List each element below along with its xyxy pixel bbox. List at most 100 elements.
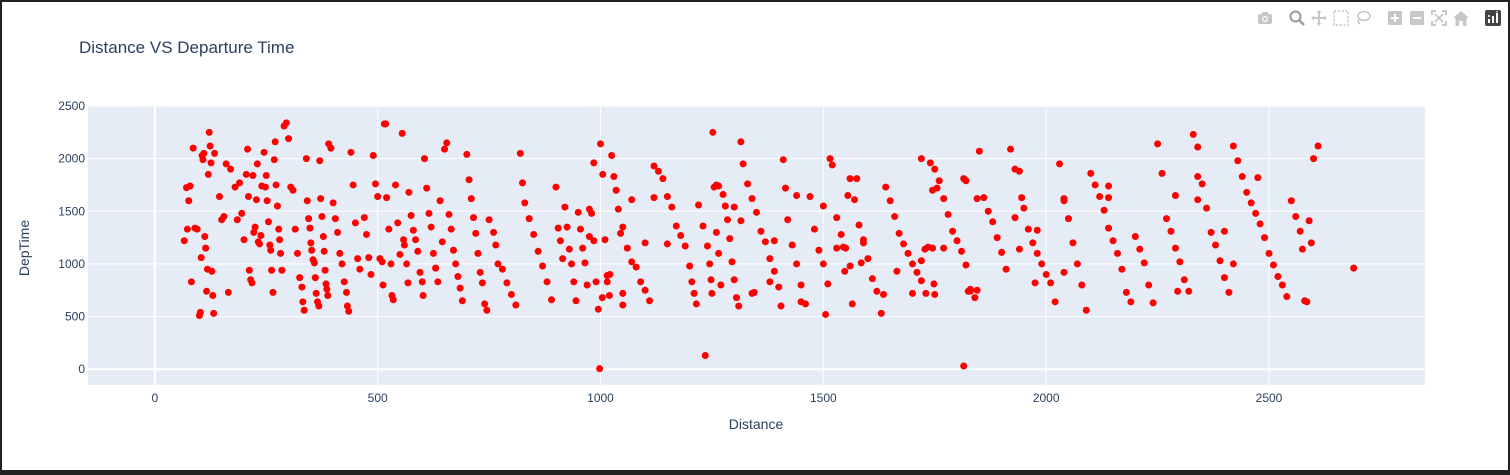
data-point[interactable]: [441, 145, 449, 153]
data-point[interactable]: [434, 278, 442, 286]
data-point[interactable]: [271, 138, 279, 146]
data-point[interactable]: [646, 297, 654, 305]
data-point[interactable]: [196, 308, 204, 316]
data-point[interactable]: [619, 301, 627, 309]
data-point[interactable]: [273, 202, 281, 210]
data-point[interactable]: [554, 224, 562, 232]
data-point[interactable]: [293, 249, 301, 257]
data-point[interactable]: [726, 235, 734, 243]
data-point[interactable]: [327, 144, 335, 152]
data-point[interactable]: [737, 217, 745, 225]
data-point[interactable]: [837, 230, 845, 238]
data-point[interactable]: [251, 223, 259, 231]
data-point[interactable]: [1158, 169, 1166, 177]
data-point[interactable]: [929, 244, 937, 252]
data-point[interactable]: [973, 195, 981, 203]
data-point[interactable]: [215, 193, 223, 201]
data-point[interactable]: [559, 255, 567, 263]
data-point[interactable]: [427, 223, 435, 231]
data-point[interactable]: [316, 157, 324, 165]
data-point[interactable]: [806, 193, 814, 201]
data-point[interactable]: [828, 161, 836, 169]
data-point[interactable]: [1060, 268, 1068, 276]
data-point[interactable]: [1078, 281, 1086, 289]
data-point[interactable]: [1194, 143, 1202, 151]
data-point[interactable]: [189, 144, 197, 152]
data-point[interactable]: [610, 173, 618, 181]
data-point[interactable]: [1216, 257, 1224, 265]
data-point[interactable]: [815, 246, 823, 254]
data-point[interactable]: [382, 120, 390, 128]
data-point[interactable]: [989, 218, 997, 226]
data-point[interactable]: [868, 275, 876, 283]
data-point[interactable]: [1252, 209, 1260, 217]
data-point[interactable]: [289, 186, 297, 194]
data-point[interactable]: [261, 183, 269, 191]
data-point[interactable]: [612, 186, 620, 194]
data-point[interactable]: [579, 244, 587, 252]
data-point[interactable]: [650, 194, 658, 202]
data-point[interactable]: [588, 209, 596, 217]
data-point[interactable]: [619, 289, 627, 297]
data-point[interactable]: [654, 167, 662, 175]
data-point[interactable]: [1234, 157, 1242, 165]
data-point[interactable]: [299, 298, 307, 306]
data-point[interactable]: [784, 216, 792, 224]
data-point[interactable]: [306, 224, 314, 232]
data-point[interactable]: [275, 225, 283, 233]
data-point[interactable]: [383, 194, 391, 202]
data-point[interactable]: [848, 300, 856, 308]
data-point[interactable]: [597, 140, 605, 148]
data-point[interactable]: [949, 227, 957, 235]
data-point[interactable]: [1087, 169, 1095, 177]
data-point[interactable]: [833, 214, 841, 222]
data-point[interactable]: [568, 260, 576, 268]
data-point[interactable]: [252, 196, 260, 204]
data-point[interactable]: [971, 294, 979, 302]
data-point[interactable]: [1091, 181, 1099, 189]
data-point[interactable]: [236, 179, 244, 187]
data-point[interactable]: [1167, 227, 1175, 235]
data-point[interactable]: [307, 239, 315, 247]
data-point[interactable]: [628, 196, 636, 204]
data-point[interactable]: [552, 183, 560, 191]
data-point[interactable]: [891, 213, 899, 221]
data-point[interactable]: [962, 177, 970, 185]
data-point[interactable]: [1171, 191, 1179, 199]
data-point[interactable]: [632, 263, 640, 271]
data-point[interactable]: [598, 294, 606, 302]
data-point[interactable]: [311, 274, 319, 282]
data-point[interactable]: [619, 223, 627, 231]
data-point[interactable]: [1256, 220, 1264, 228]
data-point[interactable]: [445, 210, 453, 218]
data-point[interactable]: [717, 281, 725, 289]
data-point[interactable]: [922, 289, 930, 297]
data-point[interactable]: [1176, 258, 1184, 266]
data-point[interactable]: [864, 255, 872, 263]
data-point[interactable]: [456, 284, 464, 292]
data-point[interactable]: [472, 229, 480, 237]
data-point[interactable]: [329, 199, 337, 207]
plot-area[interactable]: [88, 106, 1425, 385]
data-point[interactable]: [1033, 249, 1041, 257]
camera-icon[interactable]: [1254, 8, 1276, 28]
data-point[interactable]: [984, 207, 992, 215]
data-point[interactable]: [1064, 215, 1072, 223]
plotly-logo-icon[interactable]: [1482, 8, 1504, 28]
data-point[interactable]: [412, 236, 420, 244]
zoom-icon[interactable]: [1286, 8, 1308, 28]
data-point[interactable]: [452, 260, 460, 268]
data-point[interactable]: [1127, 298, 1135, 306]
data-point[interactable]: [944, 210, 952, 218]
data-point[interactable]: [877, 309, 885, 317]
data-point[interactable]: [385, 225, 393, 233]
data-point[interactable]: [180, 237, 188, 245]
data-point[interactable]: [490, 228, 498, 236]
data-point[interactable]: [1018, 194, 1026, 202]
data-point[interactable]: [594, 305, 602, 313]
data-point[interactable]: [1278, 281, 1286, 289]
data-point[interactable]: [494, 260, 502, 268]
data-point[interactable]: [748, 195, 756, 203]
data-point[interactable]: [1174, 287, 1182, 295]
data-point[interactable]: [895, 229, 903, 237]
